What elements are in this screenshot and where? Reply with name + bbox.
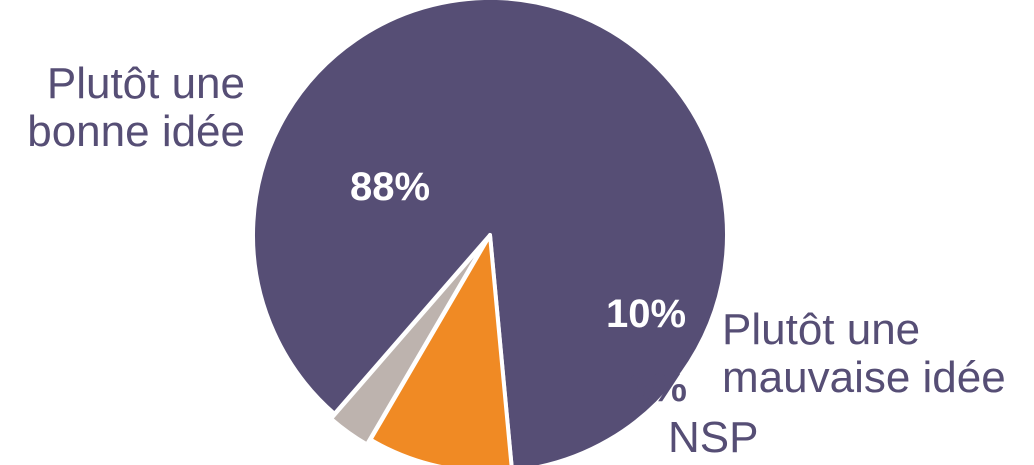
pie-value-label-1: 10% [606, 292, 686, 336]
pie-category-label-0: Plutôt une bonne idée [27, 59, 245, 156]
pie-value-label-2: 3% [629, 366, 687, 410]
pie-slice-1 [368, 233, 514, 465]
pie-labels: 88% Plutôt une bonne idée 10% Plutôt une mauv… [27, 59, 1006, 462]
pie-category-label-2: NSP [668, 413, 758, 462]
pie-slice-0 [251, 0, 729, 465]
pie-slices [251, 0, 729, 465]
pie-value-label-0: 88% [350, 165, 430, 209]
pie-slice-2 [329, 237, 489, 447]
pie-category-label-1: Plutôt une mauvaise idée [722, 305, 1006, 402]
